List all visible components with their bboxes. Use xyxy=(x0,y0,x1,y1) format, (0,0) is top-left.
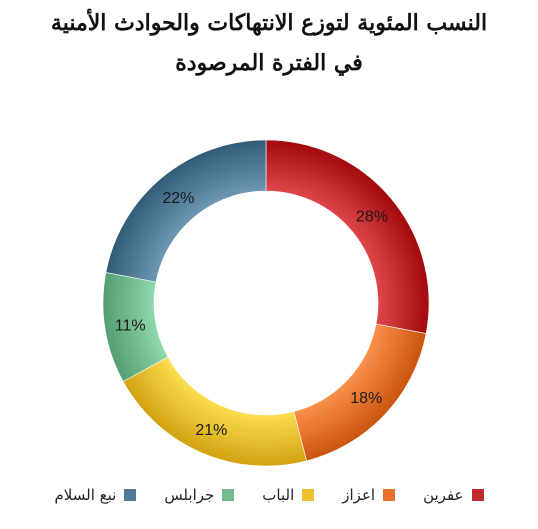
legend-item: عفرين xyxy=(423,486,484,504)
chart-title-line2: في الفترة المرصودة xyxy=(175,50,363,76)
legend-label: الباب xyxy=(262,486,295,504)
slice-data-label: 22% xyxy=(162,190,194,207)
legend-swatch xyxy=(471,489,484,501)
legend-item: نبع السلام xyxy=(55,486,137,504)
legend-swatch xyxy=(124,489,137,501)
legend-label: جرابلس xyxy=(164,486,215,504)
slice-data-label: 11% xyxy=(115,318,146,335)
donut-slice xyxy=(105,139,267,283)
chart-title-line1: النسب المئوية لتوزع الانتهاكات والحوادث … xyxy=(50,10,488,36)
legend-label: اعزاز xyxy=(342,486,376,504)
legend-label: عفرين xyxy=(423,486,464,504)
slice-data-label: 28% xyxy=(356,208,388,225)
donut-slice xyxy=(265,139,430,334)
slice-data-label: 18% xyxy=(350,390,382,407)
legend-item: الباب xyxy=(262,486,315,504)
legend-label: نبع السلام xyxy=(54,486,117,504)
legend-swatch xyxy=(222,489,235,501)
legend-swatch xyxy=(383,489,396,501)
donut-slice xyxy=(122,356,307,467)
chart-legend: عفرين اعزاز الباب جرابلس نبع السلام xyxy=(0,486,538,504)
slice-data-label: 21% xyxy=(195,422,227,439)
legend-item: جرابلس xyxy=(164,486,235,504)
legend-item: اعزاز xyxy=(342,486,396,504)
legend-swatch xyxy=(302,489,315,501)
